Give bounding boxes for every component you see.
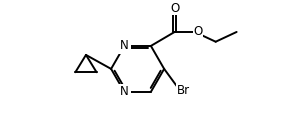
Text: N: N (120, 85, 129, 98)
Text: N: N (120, 39, 129, 52)
Text: Br: Br (177, 84, 190, 97)
Text: O: O (194, 25, 203, 39)
Text: O: O (170, 2, 179, 15)
